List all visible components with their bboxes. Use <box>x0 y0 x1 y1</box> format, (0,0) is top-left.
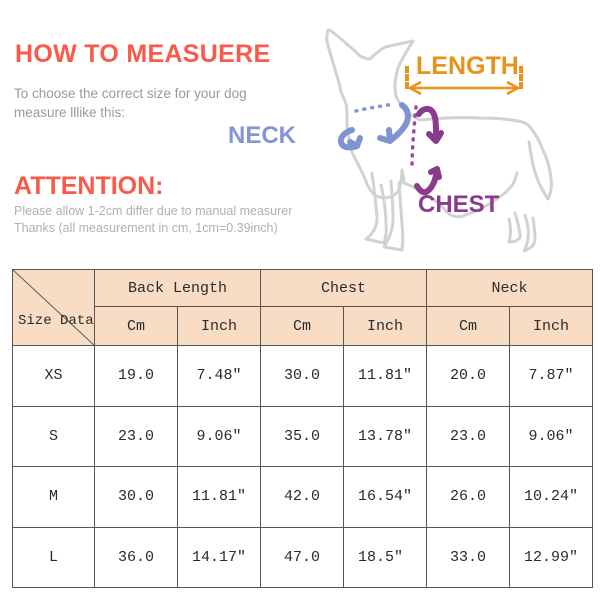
svg-text:NECK: NECK <box>228 122 297 149</box>
svg-text:LENGTH: LENGTH <box>416 52 519 80</box>
svg-text:CHEST: CHEST <box>418 191 500 218</box>
